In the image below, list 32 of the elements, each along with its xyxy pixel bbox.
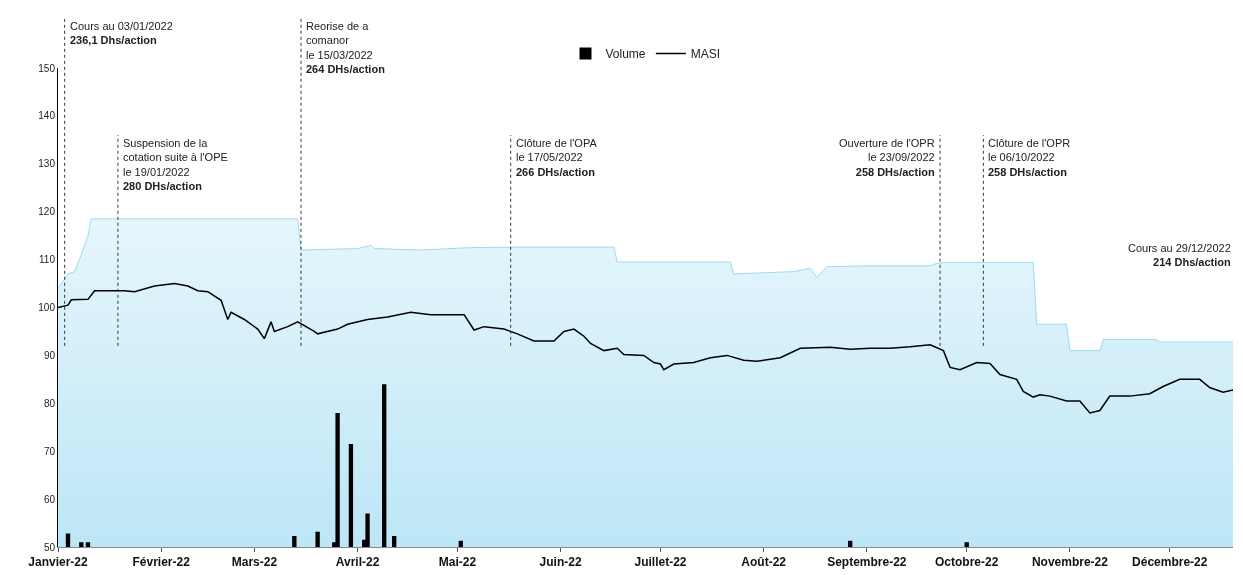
y-tick-label: 100 [38,302,56,313]
ref-line-label: Reorise de a comanor le 15/03/2022 264 DHs/action [306,20,386,75]
y-tick-label: 60 [43,493,56,505]
y-tick-label: 80 [43,397,56,409]
x-tick-label: Août-22 [741,555,787,570]
y-tick-label: 130 [38,158,56,170]
x-tick-label: Juin-22 [539,555,582,570]
x-tick-label: Octobre-22 [935,555,999,570]
x-tick-label: Septembre-22 [827,555,907,570]
ref-line-label: Clôture de l'OPA le 17/05/2022 266 DHs/action [516,137,598,178]
y-tick-label: 90 [43,349,56,361]
annotation: Cours au 29/12/2022 214 Dhs/action [1128,242,1232,269]
x-tick-label: Mai-22 [438,555,477,570]
x-tick-label: Juillet-22 [634,555,687,570]
x-tick-label: Décembre-22 [1132,555,1208,570]
y-tick-label: 140 [38,110,56,122]
y-tick-label: 150 [38,62,56,74]
legend-label: Volume [605,47,646,62]
ref-line-label: Ouverture de l'OPR le 23/09/2022 258 DHs/action [839,137,935,178]
ref-line-label: Clôture de l'OPR le 06/10/2022 258 DHs/action [988,137,1071,178]
x-tick-label: Mars-22 [231,555,278,570]
y-tick-label: 110 [39,254,56,266]
ref-line-label: Suspension de la cotation suite à l'OPE le 19/01/2022 280 DHs/action [123,137,228,192]
x-tick-label: Novembre-22 [1031,555,1109,570]
x-tick-label: Février-22 [132,555,191,570]
y-tick-label: 70 [43,445,56,457]
legend-label: MASI [690,47,721,62]
x-tick-label: Janvier-22 [28,555,89,570]
y-tick-label: 120 [38,206,56,218]
x-tick-label: Avril-22 [335,555,380,570]
y-tick-label: 50 [43,541,56,553]
ref-line-label: Cours au 03/01/2022 236,1 Dhs/action [70,20,173,47]
